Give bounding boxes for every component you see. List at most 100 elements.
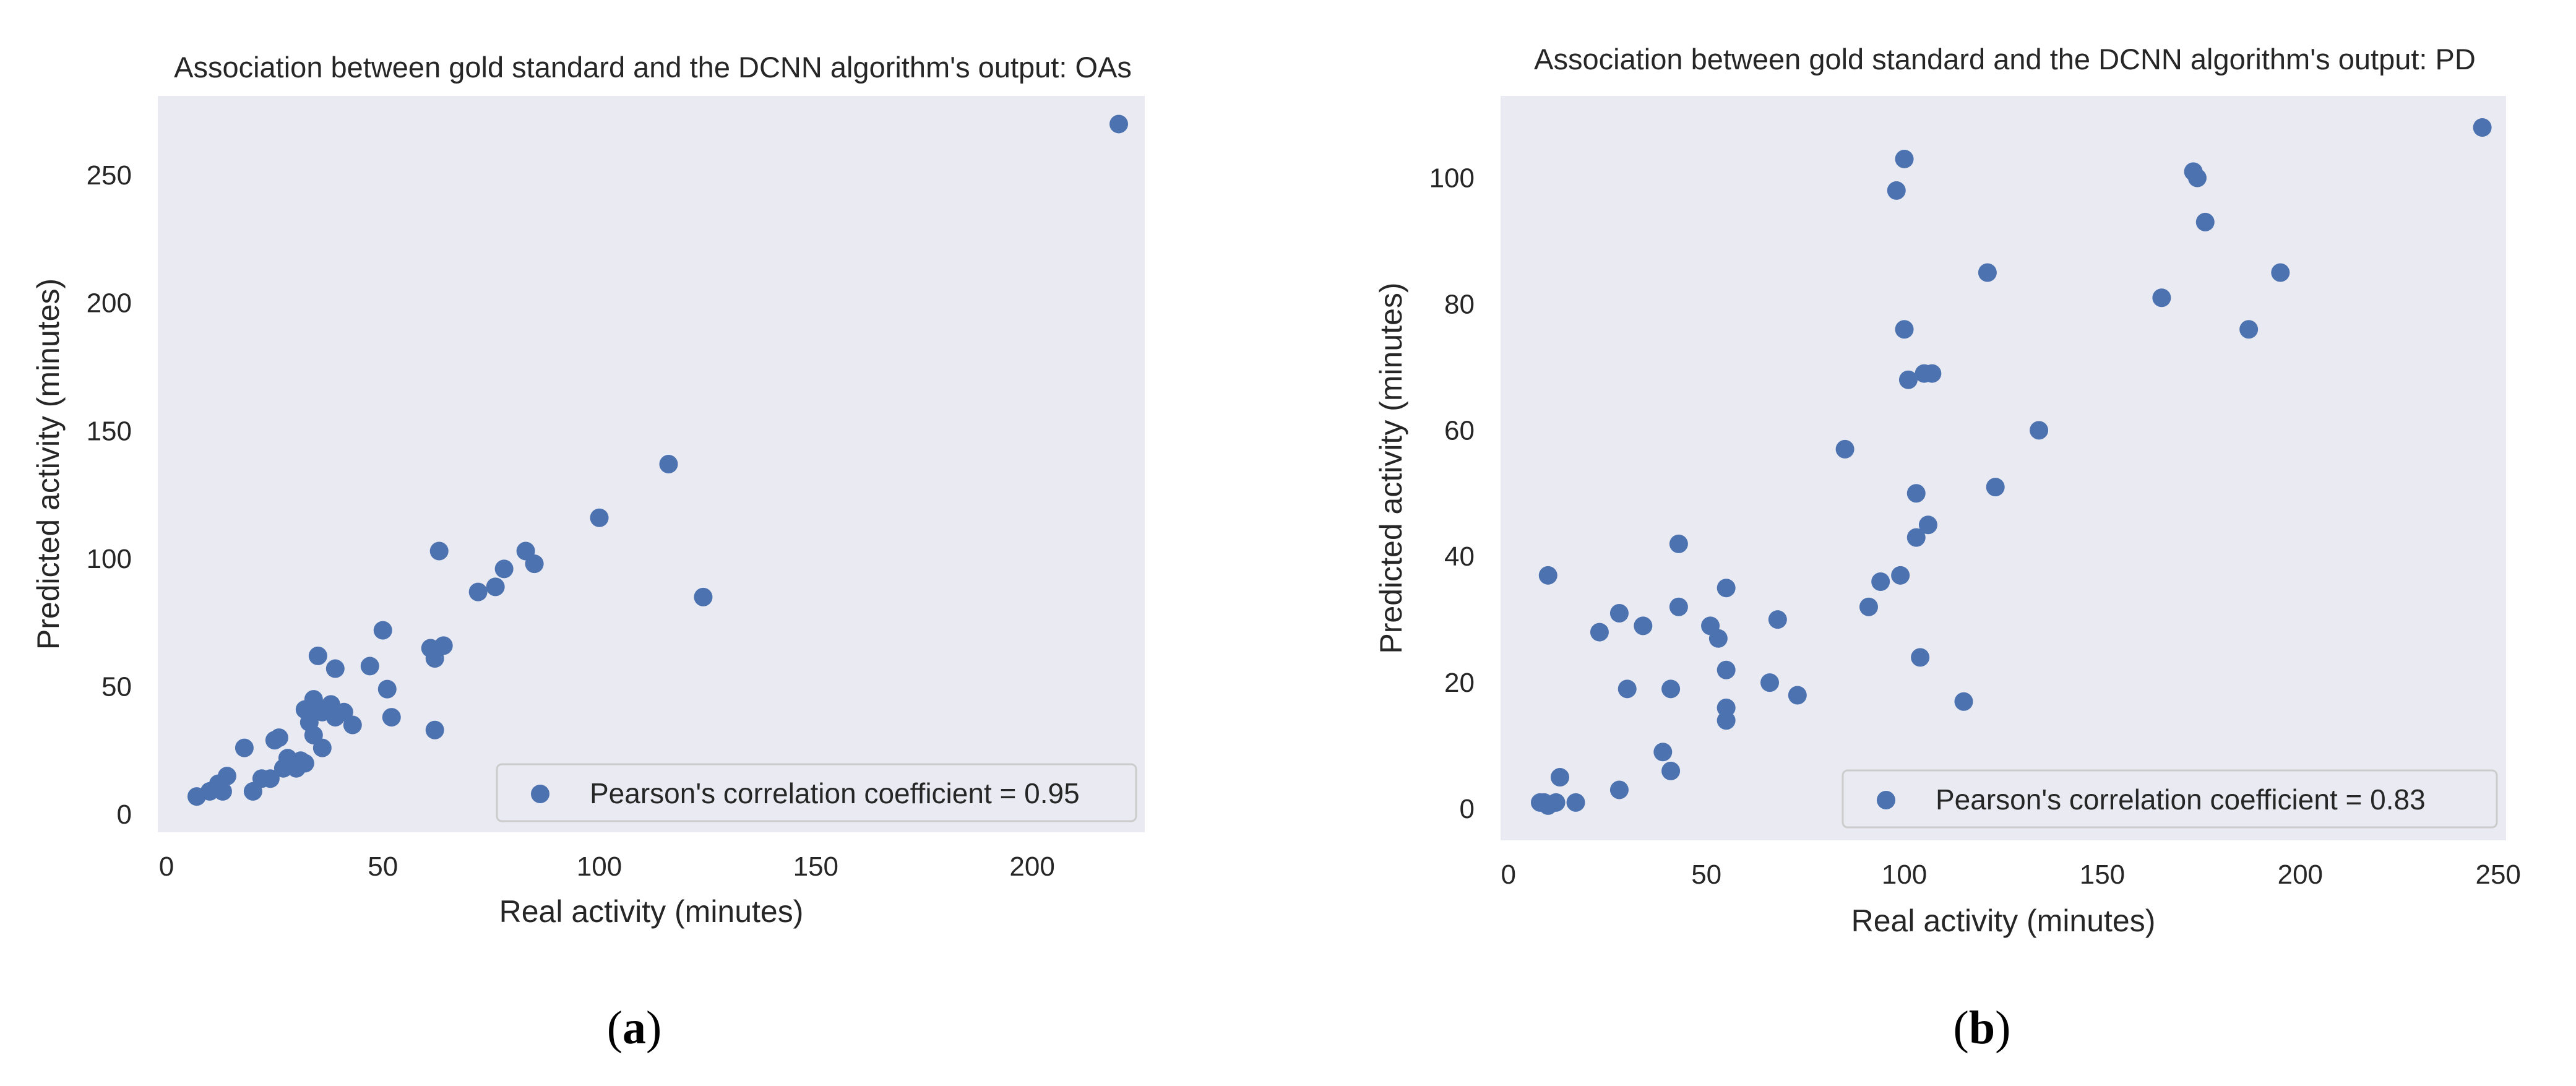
data-point-a-36 (274, 759, 293, 778)
data-point-b-5 (2195, 212, 2215, 231)
legend-box-b (1842, 769, 2498, 829)
y-tick-label-a-250: 250 (87, 160, 132, 191)
legend-marker-a (531, 785, 549, 803)
data-point-a-41 (235, 738, 254, 757)
data-point-b-21 (1538, 566, 1557, 585)
data-point-b-30 (1634, 616, 1653, 636)
data-point-b-14 (1835, 439, 1854, 459)
x-axis-label-b: Real activity (minutes) (1851, 903, 2156, 938)
data-point-b-7 (2271, 263, 2290, 282)
y-tick-label-a-100: 100 (87, 544, 132, 574)
data-point-a-47 (187, 787, 206, 806)
data-point-b-12 (1923, 364, 1942, 383)
x-tick-label-b-150: 150 (2080, 860, 2125, 890)
data-point-a-15 (360, 657, 379, 676)
y-tick-label-b-40: 40 (1444, 541, 1475, 572)
data-point-a-16 (377, 679, 397, 699)
x-tick-label-b-200: 200 (2278, 860, 2323, 890)
data-point-b-43 (1661, 761, 1681, 780)
data-point-b-39 (1954, 692, 1973, 711)
data-point-a-20 (325, 659, 345, 678)
chart-title-b: Association between gold standard and th… (1534, 43, 2476, 75)
legend-box-a (496, 763, 1137, 822)
legend-label-b: Pearson's correlation coefficient = 0.83 (1936, 783, 2426, 816)
data-point-a-27 (312, 702, 332, 722)
data-point-a-8 (468, 582, 488, 601)
data-point-b-10 (1895, 320, 1914, 339)
data-point-b-20 (1669, 534, 1688, 553)
y-tick-label-b-80: 80 (1444, 289, 1475, 319)
data-point-a-7 (486, 577, 505, 597)
data-point-b-6 (1978, 263, 1997, 282)
data-point-b-33 (1911, 648, 1930, 667)
y-tick-label-a-50: 50 (101, 671, 132, 702)
data-point-b-15 (2030, 421, 2049, 440)
x-tick-label-b-250: 250 (2475, 860, 2520, 890)
data-point-b-41 (1717, 711, 1736, 730)
data-point-b-37 (1661, 679, 1681, 699)
data-point-a-38 (269, 728, 288, 748)
y-tick-label-b-100: 100 (1429, 163, 1475, 194)
data-point-a-23 (308, 646, 327, 665)
data-point-b-26 (1669, 597, 1688, 616)
y-tick-label-a-0: 0 (117, 799, 132, 830)
caption-a-letter: a (622, 1002, 646, 1054)
caption-a-close: ) (646, 1002, 662, 1054)
data-point-b-35 (1760, 673, 1780, 692)
x-axis-label-a: Real activity (minutes) (499, 894, 804, 929)
caption-a-open: ( (606, 1002, 622, 1054)
data-point-b-8 (2152, 288, 2171, 308)
x-tick-label-b-0: 0 (1501, 860, 1516, 890)
chart-panel-a: Association between gold standard and th… (31, 51, 1145, 929)
data-point-b-22 (1891, 566, 1910, 585)
data-point-b-9 (2239, 320, 2259, 339)
data-point-b-27 (1609, 603, 1629, 623)
y-axis-label-b: Predicted activity (minutes) (1374, 282, 1408, 653)
data-point-a-30 (312, 738, 332, 757)
data-point-a-6 (494, 559, 514, 579)
x-tick-label-a-200: 200 (1009, 851, 1054, 882)
caption-b: (b) (1920, 1001, 2044, 1055)
legend-marker-b (1877, 791, 1895, 809)
plot-area-b (1501, 96, 2506, 840)
data-point-b-4 (2187, 168, 2207, 187)
legend-a: Pearson's correlation coefficient = 0.95 (496, 763, 1137, 822)
caption-b-close: ) (1995, 1002, 2011, 1054)
data-point-b-42 (1653, 743, 1673, 762)
chart-title-a: Association between gold standard and th… (174, 51, 1132, 84)
data-point-b-45 (1609, 780, 1629, 799)
caption-b-letter: b (1968, 1002, 1996, 1054)
data-point-b-23 (1871, 572, 1890, 592)
data-point-b-32 (1708, 629, 1728, 648)
data-point-b-18 (1918, 515, 1937, 535)
caption-b-open: ( (1953, 1002, 1969, 1054)
data-point-b-31 (1590, 623, 1609, 642)
data-point-b-38 (1788, 686, 1807, 705)
data-point-b-44 (1550, 768, 1569, 787)
data-point-a-42 (243, 782, 262, 801)
data-point-a-13 (425, 720, 444, 739)
legend-b: Pearson's correlation coefficient = 0.83 (1842, 769, 2498, 829)
data-point-a-3 (694, 587, 713, 606)
x-tick-label-a-50: 50 (368, 851, 398, 882)
legend-label-a: Pearson's correlation coefficient = 0.95 (590, 777, 1080, 809)
data-point-b-17 (1906, 484, 1926, 503)
y-tick-label-a-150: 150 (87, 416, 132, 446)
data-point-b-25 (1859, 597, 1878, 616)
data-point-a-2 (590, 508, 609, 527)
y-tick-label-b-20: 20 (1444, 668, 1475, 698)
data-point-b-13 (1898, 370, 1918, 389)
data-point-b-19 (1906, 528, 1926, 547)
y-axis-label-a: Predicted activity (minutes) (31, 278, 66, 650)
data-point-a-12 (425, 649, 444, 668)
data-point-a-5 (525, 554, 544, 574)
data-point-a-14 (373, 621, 392, 640)
chart-panel-b: Association between gold standard and th… (1374, 43, 2521, 938)
data-point-b-34 (1717, 660, 1736, 679)
x-tick-label-a-0: 0 (159, 851, 174, 882)
x-tick-label-b-100: 100 (1882, 860, 1927, 890)
data-point-b-24 (1717, 579, 1736, 598)
data-point-a-0 (1109, 114, 1129, 134)
data-point-b-0 (2473, 118, 2492, 137)
caption-a: (a) (572, 1001, 696, 1055)
